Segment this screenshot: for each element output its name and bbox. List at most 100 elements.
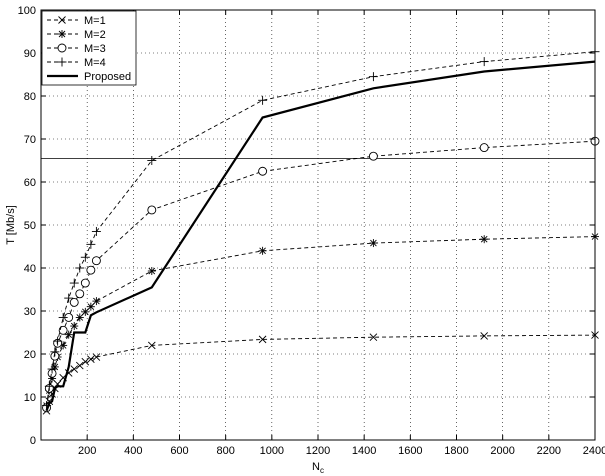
y-tick-label: 50 (24, 220, 36, 232)
y-tick-label: 10 (24, 392, 36, 404)
x-tick-label: 1400 (352, 445, 376, 457)
y-tick-label: 80 (24, 91, 36, 103)
series-line (46, 236, 596, 406)
data-point-x-marker (147, 341, 156, 350)
legend-label: M=1 (84, 15, 106, 27)
data-point-plus-marker (69, 278, 79, 288)
data-point-star-marker (258, 246, 267, 255)
data-point-x-marker (258, 335, 267, 344)
data-point-circle-marker (86, 265, 96, 275)
data-point-star-marker (147, 267, 156, 276)
y-tick-label: 20 (24, 349, 36, 361)
x-tick-label: 400 (124, 445, 142, 457)
x-tick-label: 2200 (537, 445, 561, 457)
x-tick-label: 600 (170, 445, 188, 457)
legend-item: M=3 (47, 43, 106, 55)
series-m-2 (42, 232, 599, 410)
data-point-plus-marker (50, 347, 60, 357)
data-point-x-marker (81, 357, 90, 366)
data-point-circle-marker (80, 278, 90, 288)
data-point-star-marker (86, 302, 95, 311)
data-point-circle-marker (75, 289, 85, 299)
data-point-plus-marker (258, 95, 268, 105)
data-point-plus-marker (479, 57, 489, 67)
series-line (46, 140, 596, 408)
data-point-x-marker (58, 16, 66, 24)
plot-frame (40, 9, 596, 441)
series-line (46, 51, 596, 406)
data-point-circle-marker (91, 256, 101, 266)
series-proposed (45, 60, 596, 412)
legend-label: M=3 (84, 43, 106, 55)
data-point-circle-marker (147, 205, 157, 215)
legend-box (41, 10, 137, 86)
series-line (45, 60, 596, 412)
x-tick-label: 1200 (306, 445, 330, 457)
data-point-plus-marker (75, 263, 85, 273)
series-line (46, 334, 596, 411)
tick-layer: 0 10 20 30 40 50 60 70 80 90 100 200 400 600 800 1000 12… (18, 5, 605, 457)
data-point-x-marker (369, 333, 378, 342)
legend-label: Proposed (84, 71, 131, 83)
series-m-1 (42, 331, 599, 415)
x-tick-label: 2000 (490, 445, 514, 457)
data-point-circle-marker (479, 143, 489, 153)
legend-item: M=1 (47, 15, 106, 27)
x-tick-label: 1800 (444, 445, 468, 457)
x-tick-label: 200 (78, 445, 96, 457)
legend-item: M=4 (47, 57, 106, 69)
series-m-4 (42, 47, 600, 411)
data-point-plus-marker (44, 381, 54, 391)
data-point-star-marker (369, 239, 378, 248)
data-point-star-marker (480, 235, 489, 244)
data-point-plus-marker (91, 226, 101, 236)
data-point-x-marker (75, 361, 84, 370)
y-tick-label: 100 (18, 5, 36, 17)
x-tick-label: 2400 (583, 445, 605, 457)
data-point-plus-marker (53, 336, 63, 346)
legend-item: Proposed (47, 71, 131, 83)
data-point-plus-marker (80, 252, 90, 262)
data-point-x-marker (92, 353, 101, 361)
legend: M=1 M=2 M=3 M=4 Proposed (41, 10, 137, 86)
data-point-plus-marker (58, 312, 68, 322)
legend-label: M=2 (84, 29, 106, 41)
data-point-circle-marker (58, 325, 68, 335)
data-point-x-marker (87, 355, 95, 363)
data-point-circle-marker (57, 43, 67, 53)
x-axis-label: Nc (312, 461, 324, 475)
y-tick-label: 90 (24, 48, 36, 60)
y-tick-label: 40 (24, 263, 36, 275)
legend-label: M=4 (84, 57, 106, 69)
series-m-3 (42, 136, 600, 413)
y-tick-label: 70 (24, 134, 36, 146)
data-point-star-marker (58, 30, 66, 38)
x-tick-label: 1000 (260, 445, 284, 457)
data-point-circle-marker (368, 151, 378, 161)
data-point-star-marker (92, 297, 101, 306)
x-tick-label: 1600 (398, 445, 422, 457)
series-layer (42, 47, 600, 415)
data-point-x-marker (480, 332, 489, 340)
data-point-circle-marker (258, 166, 268, 176)
data-point-star-marker (81, 307, 90, 316)
data-point-star-marker (75, 313, 84, 322)
data-point-plus-marker (64, 293, 74, 303)
data-point-plus-marker (47, 364, 57, 374)
data-point-plus-marker (57, 57, 67, 67)
y-tick-label: 30 (24, 306, 36, 318)
y-axis-label: T [Mb/s] (5, 205, 17, 245)
x-tick-label: 800 (216, 445, 234, 457)
data-point-plus-marker (147, 156, 157, 165)
data-point-star-marker (70, 322, 79, 331)
x-axis-label-main: N (312, 461, 320, 473)
data-point-x-marker (70, 365, 79, 373)
data-point-circle-marker (69, 297, 79, 307)
data-point-plus-marker (86, 239, 96, 249)
legend-item: M=2 (47, 29, 106, 41)
y-tick-label: 60 (24, 177, 36, 189)
x-axis-label-subscript: c (320, 466, 324, 475)
data-point-plus-marker (368, 72, 378, 82)
y-tick-label: 0 (30, 435, 36, 447)
